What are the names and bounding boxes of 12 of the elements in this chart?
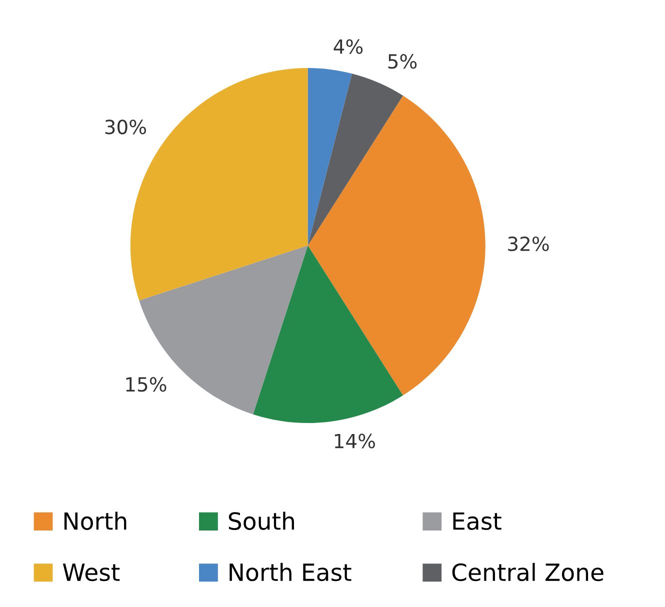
legend-label: South — [228, 512, 294, 530]
data-label: 30% — [105, 120, 146, 134]
legend-label: North — [64, 512, 126, 530]
data-label: 15% — [126, 377, 166, 392]
data-label: 5% — [388, 54, 417, 69]
data-label: 4% — [334, 39, 363, 54]
legend-label: West — [62, 564, 120, 582]
legend-label: Central Zone — [452, 562, 604, 582]
data-label: 14% — [334, 434, 375, 448]
legend-label: North East — [230, 562, 352, 582]
data-label: 32% — [508, 236, 549, 252]
legend-label: East — [453, 512, 502, 530]
